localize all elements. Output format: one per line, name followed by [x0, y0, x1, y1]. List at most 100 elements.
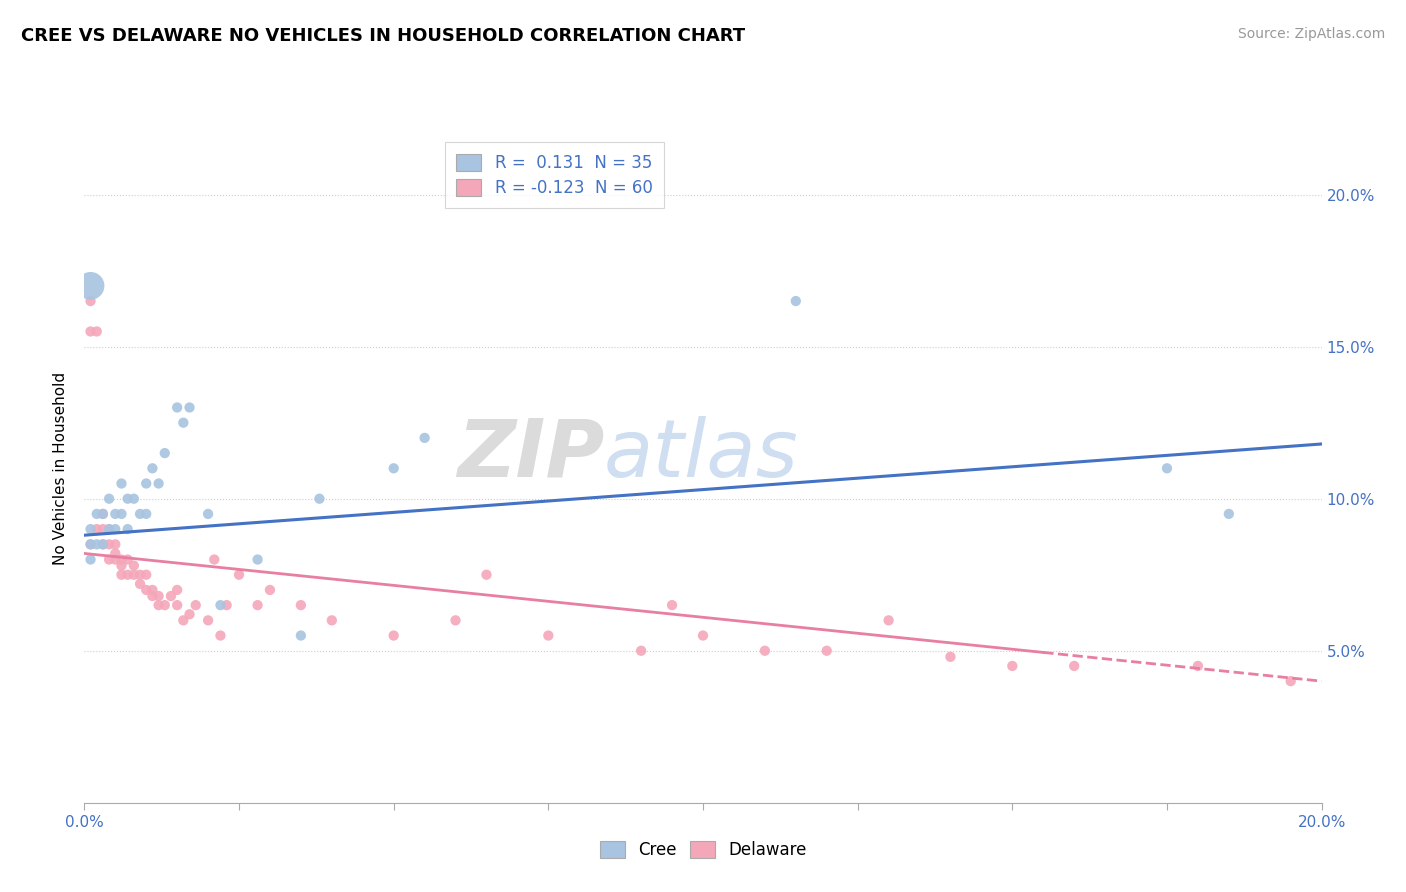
- Point: [290, 598, 312, 612]
- Point: [215, 598, 238, 612]
- Point: [153, 598, 176, 612]
- Point: [135, 582, 157, 597]
- Point: [135, 567, 157, 582]
- Point: [413, 431, 436, 445]
- Point: [939, 649, 962, 664]
- Y-axis label: No Vehicles in Household: No Vehicles in Household: [53, 372, 69, 565]
- Point: [815, 644, 838, 658]
- Point: [148, 589, 170, 603]
- Point: [110, 507, 132, 521]
- Point: [475, 567, 498, 582]
- Point: [141, 589, 163, 603]
- Point: [1001, 659, 1024, 673]
- Point: [661, 598, 683, 612]
- Point: [209, 598, 232, 612]
- Point: [1218, 507, 1240, 521]
- Point: [382, 628, 405, 642]
- Point: [692, 628, 714, 642]
- Point: [110, 558, 132, 573]
- Point: [104, 537, 127, 551]
- Point: [86, 507, 108, 521]
- Point: [98, 552, 121, 566]
- Point: [141, 461, 163, 475]
- Point: [290, 628, 312, 642]
- Point: [754, 644, 776, 658]
- Point: [785, 294, 807, 309]
- Point: [246, 598, 269, 612]
- Legend: R =  0.131  N = 35, R = -0.123  N = 60: R = 0.131 N = 35, R = -0.123 N = 60: [444, 142, 664, 209]
- Point: [129, 507, 152, 521]
- Point: [166, 401, 188, 415]
- Point: [630, 644, 652, 658]
- Point: [308, 491, 330, 506]
- Point: [104, 546, 127, 560]
- Point: [79, 522, 101, 536]
- Point: [135, 476, 157, 491]
- Point: [98, 522, 121, 536]
- Point: [98, 522, 121, 536]
- Point: [117, 491, 139, 506]
- Point: [98, 491, 121, 506]
- Point: [104, 507, 127, 521]
- Point: [259, 582, 281, 597]
- Point: [1187, 659, 1209, 673]
- Point: [160, 589, 183, 603]
- Point: [444, 613, 467, 627]
- Point: [86, 522, 108, 536]
- Point: [122, 567, 145, 582]
- Point: [148, 476, 170, 491]
- Point: [117, 522, 139, 536]
- Point: [110, 567, 132, 582]
- Point: [91, 537, 114, 551]
- Point: [86, 325, 108, 339]
- Point: [122, 558, 145, 573]
- Point: [321, 613, 343, 627]
- Point: [537, 628, 560, 642]
- Point: [172, 613, 194, 627]
- Point: [166, 598, 188, 612]
- Point: [153, 446, 176, 460]
- Point: [117, 552, 139, 566]
- Point: [1156, 461, 1178, 475]
- Point: [117, 567, 139, 582]
- Point: [228, 567, 250, 582]
- Point: [1063, 659, 1085, 673]
- Point: [877, 613, 900, 627]
- Point: [104, 522, 127, 536]
- Point: [382, 461, 405, 475]
- Point: [110, 552, 132, 566]
- Point: [148, 598, 170, 612]
- Point: [79, 537, 101, 551]
- Point: [98, 537, 121, 551]
- Point: [179, 401, 201, 415]
- Point: [91, 537, 114, 551]
- Point: [135, 507, 157, 521]
- Point: [79, 278, 101, 293]
- Point: [202, 552, 225, 566]
- Point: [104, 552, 127, 566]
- Point: [141, 582, 163, 597]
- Point: [91, 522, 114, 536]
- Point: [129, 577, 152, 591]
- Point: [184, 598, 207, 612]
- Point: [122, 491, 145, 506]
- Text: CREE VS DELAWARE NO VEHICLES IN HOUSEHOLD CORRELATION CHART: CREE VS DELAWARE NO VEHICLES IN HOUSEHOL…: [21, 27, 745, 45]
- Text: atlas: atlas: [605, 416, 799, 494]
- Point: [179, 607, 201, 622]
- Text: Source: ZipAtlas.com: Source: ZipAtlas.com: [1237, 27, 1385, 41]
- Point: [79, 552, 101, 566]
- Legend: Cree, Delaware: Cree, Delaware: [593, 834, 813, 866]
- Point: [110, 476, 132, 491]
- Point: [166, 582, 188, 597]
- Point: [91, 507, 114, 521]
- Point: [79, 325, 101, 339]
- Point: [1279, 674, 1302, 689]
- Point: [172, 416, 194, 430]
- Point: [129, 567, 152, 582]
- Point: [86, 537, 108, 551]
- Point: [246, 552, 269, 566]
- Text: ZIP: ZIP: [457, 416, 605, 494]
- Point: [91, 507, 114, 521]
- Point: [197, 613, 219, 627]
- Point: [79, 294, 101, 309]
